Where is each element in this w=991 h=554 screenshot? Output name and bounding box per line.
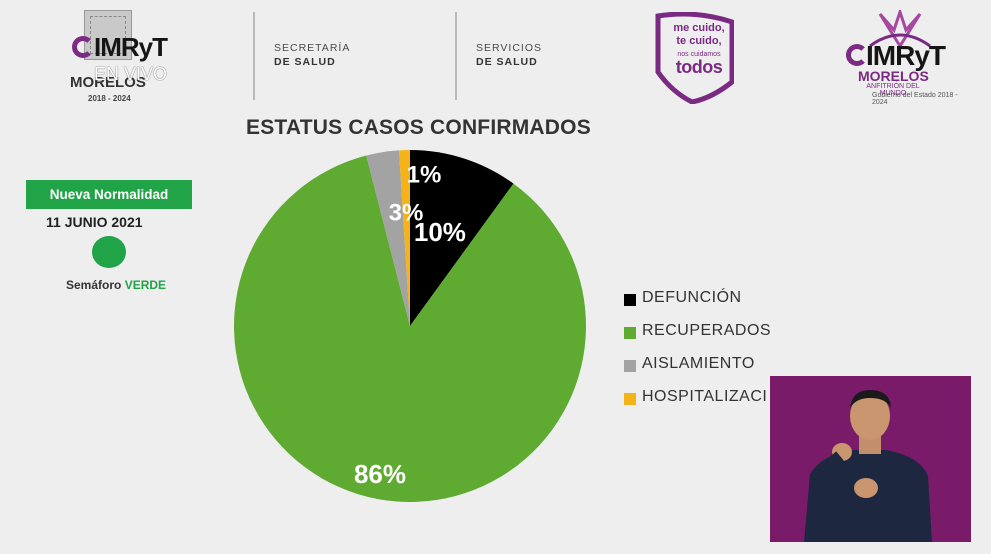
legend-item: DEFUNCIÓN — [624, 289, 774, 311]
legend-item: RECUPERADOS — [624, 322, 774, 344]
header-divider — [455, 12, 457, 100]
legend-item: HOSPITALIZACI — [624, 388, 774, 410]
logo-tagline: ANFITRIÓN DEL MUNDO — [866, 83, 920, 97]
report-date: 11 JUNIO 2021 — [46, 214, 143, 230]
chart-title: ESTATUS CASOS CONFIRMADOS — [246, 116, 591, 139]
imryt-logo-text: IMRyT — [866, 40, 946, 71]
legend-item: AISLAMIENTO — [624, 355, 774, 377]
interpreter-figure-icon — [770, 376, 971, 542]
logo-state-name: MORELOS — [858, 68, 929, 84]
slogan-badge: me cuido, te cuido, nos cuidamos todos — [652, 12, 734, 104]
imryt-mark-icon — [72, 36, 94, 58]
servicios-salud-label: SERVICIOS DE SALUD — [476, 42, 542, 68]
pie-slice-hospitalizaci — [398, 150, 410, 326]
logo-years: Gobierno del Estado 2018 - 2024 — [872, 92, 958, 106]
live-label: EN VIVO — [94, 64, 168, 84]
legend-label: DEFUNCIÓN — [642, 289, 742, 306]
slogan-line: nos cuidamos — [677, 51, 721, 58]
semaforo-status: Semáforo VERDE — [66, 278, 167, 292]
slogan-frame-icon — [655, 12, 734, 104]
semaforo-light-icon — [92, 236, 126, 268]
imryt-logo-text: IMRyT — [94, 32, 168, 62]
slogan-line: todos — [675, 57, 723, 77]
legend-swatch — [624, 327, 636, 339]
imryt-morelos-logo: IMRyT MORELOS ANFITRIÓN DEL MUNDO Gobier… — [842, 10, 962, 106]
legend-swatch — [624, 393, 636, 405]
logo-state-name: MORELOS — [70, 74, 146, 91]
pie-slice-defunción — [410, 150, 514, 326]
legend-label: RECUPERADOS — [642, 322, 772, 339]
legend-label: AISLAMIENTO — [642, 355, 755, 372]
phase-badge: Nueva Normalidad — [26, 180, 192, 209]
pie-data-label: 3% — [389, 199, 424, 226]
legend-swatch — [624, 360, 636, 372]
legend-label: HOSPITALIZACI — [642, 388, 768, 405]
pie-slice-aislamiento — [366, 150, 410, 326]
sign-language-interpreter — [770, 376, 971, 542]
secretaria-salud-label: SECRETARÍA DE SALUD — [274, 42, 351, 68]
header-divider — [253, 12, 255, 100]
pie-data-label: 10% — [414, 217, 466, 247]
pie-data-label: 86% — [354, 459, 406, 489]
lotus-crown-icon — [869, 10, 931, 49]
slogan-line: me cuido, — [673, 22, 725, 34]
imryt-mark-icon — [846, 44, 868, 66]
pie-data-label: 1% — [407, 161, 442, 188]
imryt-logo-left: IMRyT MORELOS EN VIVO 2018 - 2024 — [64, 10, 194, 103]
pie-chart: 10% 86% 3% 1% — [234, 150, 586, 503]
legend-swatch — [624, 294, 636, 306]
chart-legend: DEFUNCIÓN RECUPERADOS AISLAMIENTO HOSPITALI… — [624, 289, 774, 409]
pie-slice-recuperados — [234, 155, 586, 503]
slogan-line: te cuido, — [676, 35, 722, 47]
logo-years: 2018 - 2024 — [88, 94, 131, 103]
